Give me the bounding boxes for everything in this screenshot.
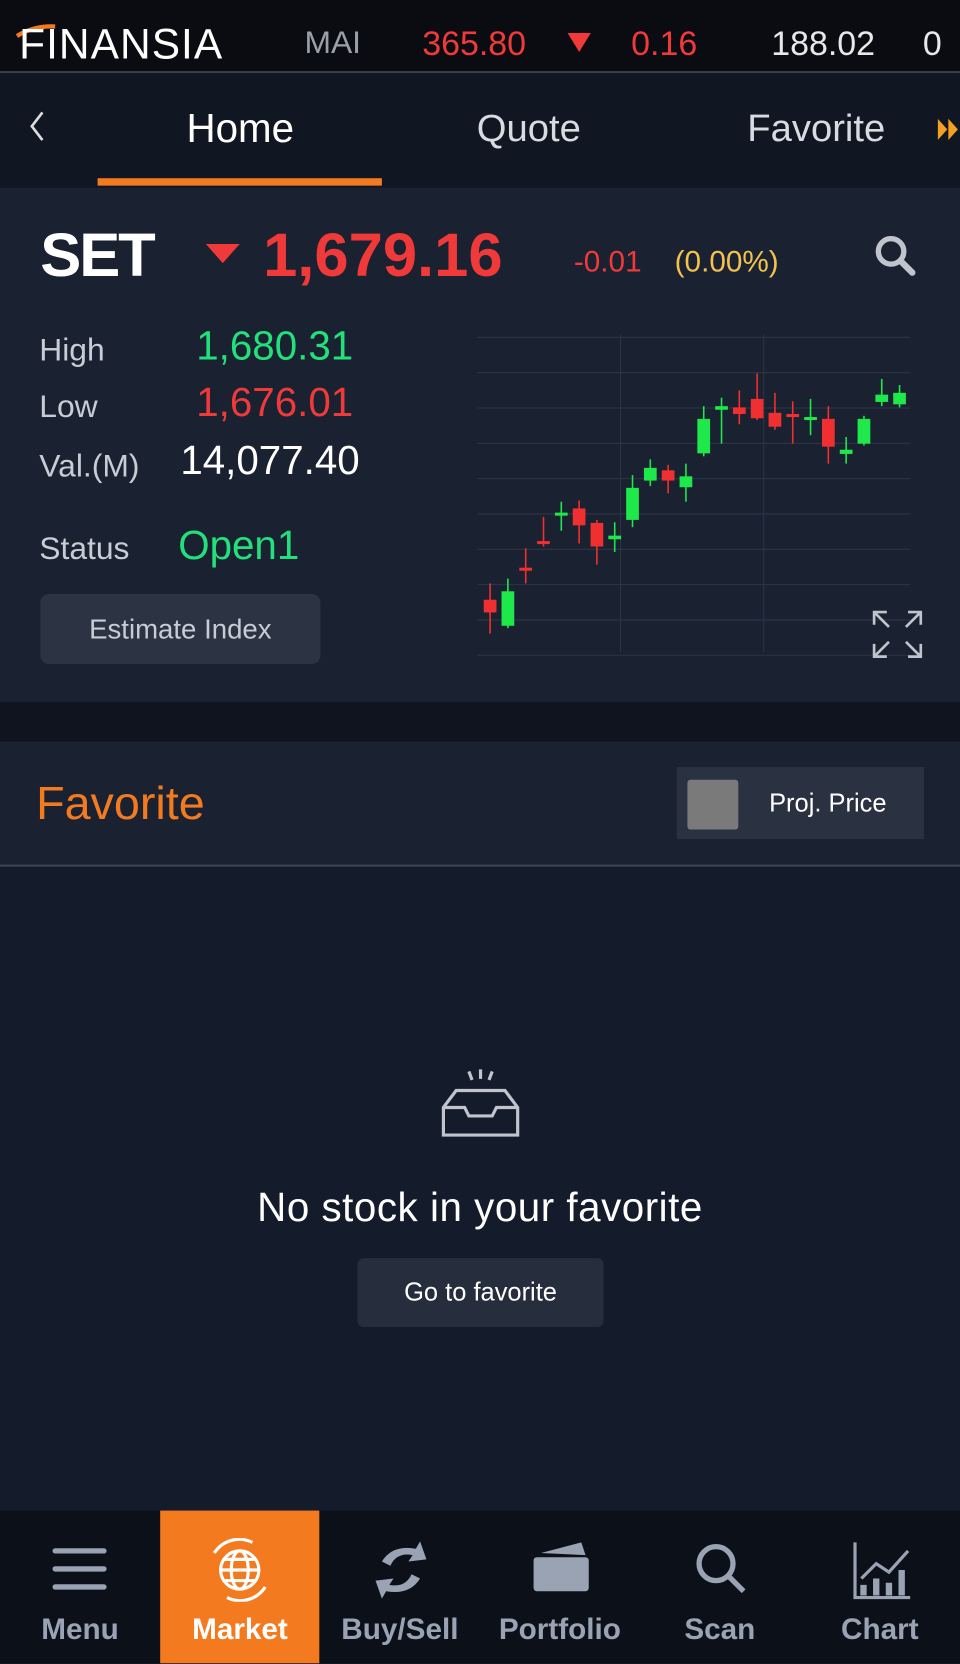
- ticker-next-value: 188.02: [771, 24, 876, 63]
- nav-item[interactable]: Menu: [41, 1612, 119, 1646]
- candle-body: [750, 398, 764, 419]
- candle-body: [857, 418, 871, 444]
- row-value: 14,077.40: [180, 439, 360, 484]
- empty-message: No stock in your favorite: [257, 1185, 703, 1231]
- row-value: 1,676.01: [196, 380, 354, 426]
- candle-body: [768, 412, 782, 427]
- ticker-next-partial: 0: [922, 24, 942, 63]
- ticker-bar: [0, 0, 960, 74]
- tab[interactable]: Quote: [476, 106, 581, 150]
- tab-bar: [0, 73, 960, 188]
- candle-body: [661, 470, 675, 481]
- checkbox[interactable]: [687, 779, 739, 830]
- tab[interactable]: Favorite: [747, 106, 886, 150]
- row-label: Val.(M): [39, 448, 140, 484]
- proj-price-label: Proj. Price: [769, 789, 887, 818]
- candle-body: [519, 567, 533, 571]
- candle-body: [554, 512, 568, 516]
- row-value: 1,680.31: [196, 324, 354, 370]
- ticker-value: 365.80: [422, 24, 527, 63]
- bottom-nav: [0, 1510, 960, 1664]
- nav-item[interactable]: Buy/Sell: [341, 1612, 459, 1646]
- status-value: Open1: [178, 524, 300, 569]
- candle-body: [732, 407, 746, 415]
- nav-item[interactable]: Market: [192, 1612, 288, 1646]
- index-change: -0.01: [573, 245, 642, 278]
- nav-item[interactable]: Scan: [684, 1612, 756, 1646]
- index-value: 1,679.16: [263, 220, 503, 290]
- back-button[interactable]: [28, 110, 47, 142]
- candle-body: [590, 522, 604, 547]
- down-arrow: [567, 32, 591, 52]
- logo-swoosh: [15, 24, 56, 38]
- candle-body: [697, 418, 711, 454]
- candle-body: [483, 599, 497, 613]
- candle-body: [821, 418, 835, 447]
- candle-body: [839, 449, 853, 454]
- separator: [0, 702, 960, 742]
- candle-body: [804, 417, 817, 421]
- candle-body: [875, 394, 889, 402]
- expand-button[interactable]: [872, 610, 923, 659]
- favorite-title: Favorite: [36, 777, 205, 830]
- ticker-index: MAI: [304, 25, 362, 61]
- candle-body: [501, 591, 515, 626]
- tab[interactable]: Home: [186, 107, 295, 152]
- tab-indicator: [97, 178, 382, 186]
- candle-body: [786, 414, 800, 418]
- empty-icon: [441, 1069, 520, 1137]
- nav-item[interactable]: Chart: [841, 1612, 919, 1646]
- candle-body: [643, 467, 657, 481]
- logo: FINANSIA: [19, 21, 224, 68]
- status-label: Status: [39, 531, 130, 567]
- candle-body: [893, 392, 906, 405]
- more-tabs[interactable]: [937, 118, 960, 141]
- ticker-change: 0.16: [631, 24, 698, 63]
- candle-body: [608, 535, 622, 540]
- nav-item[interactable]: Portfolio: [498, 1612, 621, 1646]
- row-label: High: [39, 333, 105, 369]
- search-button[interactable]: [872, 232, 919, 279]
- candle-body: [679, 476, 693, 488]
- nav-active: [160, 1510, 320, 1664]
- index-percent: (0.00%): [674, 245, 779, 278]
- go-to-favorite[interactable]: Go to favorite: [357, 1258, 604, 1328]
- estimate-button[interactable]: Estimate Index: [40, 594, 321, 665]
- row-label: Low: [39, 389, 98, 425]
- candle-body: [715, 406, 728, 410]
- candle-body: [572, 508, 586, 526]
- candle-body: [537, 541, 550, 545]
- mini-chart: [477, 334, 911, 656]
- candle-body: [626, 487, 639, 520]
- down-arrow: [205, 243, 240, 264]
- nav-icons: [52, 1538, 911, 1602]
- index-name: SET: [40, 220, 155, 290]
